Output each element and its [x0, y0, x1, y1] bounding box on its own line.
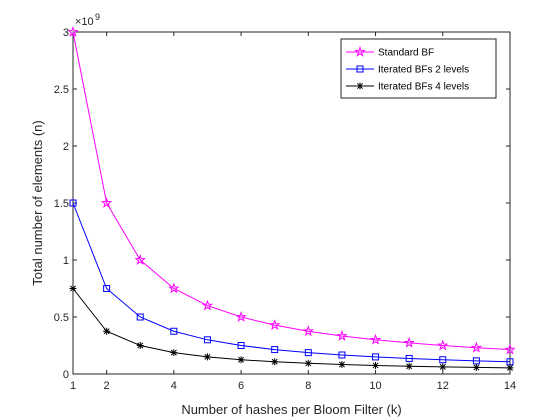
data-point [203, 353, 211, 361]
x-tick-label: 12 [437, 380, 449, 392]
x-tick-label: 2 [104, 380, 110, 392]
y-tick-label: 1.5 [54, 198, 69, 210]
data-point [69, 199, 77, 207]
y-exponent-base: ×10 [75, 16, 94, 28]
x-tick-label: 6 [238, 380, 244, 392]
data-point [100, 196, 113, 208]
y-exponent-power: 9 [95, 12, 100, 22]
legend-entry: Iterated BFs 2 levels [346, 65, 469, 76]
y-tick-label: 3 [63, 27, 69, 39]
legend-marker [356, 82, 364, 90]
legend-label: Standard BF [378, 48, 434, 59]
series-line [72, 202, 511, 363]
data-point [338, 361, 346, 368]
data-point [439, 356, 447, 364]
data-point [304, 349, 312, 357]
legend-entry: Standard BF [346, 45, 434, 59]
data-point [237, 356, 245, 364]
data-point [67, 25, 79, 37]
data-point [271, 346, 279, 354]
data-point [372, 353, 380, 361]
data-point [103, 285, 111, 292]
legend-marker [356, 65, 364, 73]
data-point [170, 327, 178, 335]
data-point [472, 363, 480, 371]
y-tick-label: 0 [63, 369, 69, 381]
y-tick-label: 0.5 [54, 312, 69, 324]
data-point [470, 341, 483, 353]
data-point [336, 329, 348, 341]
x-tick-label: 10 [369, 380, 381, 392]
legend: Standard BF Iterated BFs 2 levels Iterated… [340, 38, 497, 99]
data-point [472, 357, 480, 365]
data-point [304, 359, 312, 367]
series-2 [69, 199, 514, 366]
y-tick-label: 2.5 [54, 84, 69, 96]
data-point [439, 363, 447, 371]
data-point [302, 325, 315, 337]
data-point [405, 362, 413, 370]
y-axis-label: Total number of elements (n) [30, 120, 45, 285]
data-point [134, 253, 146, 265]
series-3 [69, 285, 514, 372]
data-point [136, 342, 144, 349]
data-point [403, 336, 415, 348]
data-point [170, 349, 178, 357]
data-point [372, 361, 380, 369]
data-point [268, 319, 281, 331]
legend-label: Iterated BFs 2 levels [378, 65, 469, 76]
data-point [506, 364, 514, 372]
data-point [405, 354, 413, 362]
legend-label: Iterated BFs 4 levels [378, 82, 469, 93]
data-point [168, 282, 180, 294]
y-tick-label: 1 [63, 255, 69, 267]
y-axis-ticks: 0 0.5 1 1.5 2 2.5 3 [54, 27, 510, 381]
data-point [69, 285, 77, 292]
data-point [237, 342, 245, 349]
legend-entries: Standard BF Iterated BFs 2 levels Iterated… [346, 45, 469, 93]
series-line [72, 31, 511, 351]
data-point [271, 358, 279, 366]
series-1 [67, 25, 516, 355]
data-point [136, 313, 144, 321]
data-point [203, 336, 211, 344]
series-layer [67, 25, 516, 372]
data-point [504, 343, 516, 355]
x-tick-label: 8 [305, 380, 311, 392]
data-point [338, 351, 346, 359]
data-point [369, 333, 382, 345]
data-point [235, 310, 247, 322]
series-line [72, 288, 511, 369]
x-axis-ticks: 1 2 4 6 8 10 12 14 [70, 32, 516, 392]
legend-marker [354, 45, 366, 57]
data-point [103, 327, 111, 335]
x-tick-label: 14 [504, 380, 516, 392]
legend-entry: Iterated BFs 4 levels [346, 82, 469, 93]
data-point [201, 299, 214, 311]
data-point [437, 339, 449, 351]
x-axis-label: Number of hashes per Bloom Filter (k) [181, 402, 401, 417]
x-tick-label: 4 [171, 380, 177, 392]
y-tick-label: 2 [63, 141, 69, 153]
x-tick-label: 1 [70, 380, 76, 392]
